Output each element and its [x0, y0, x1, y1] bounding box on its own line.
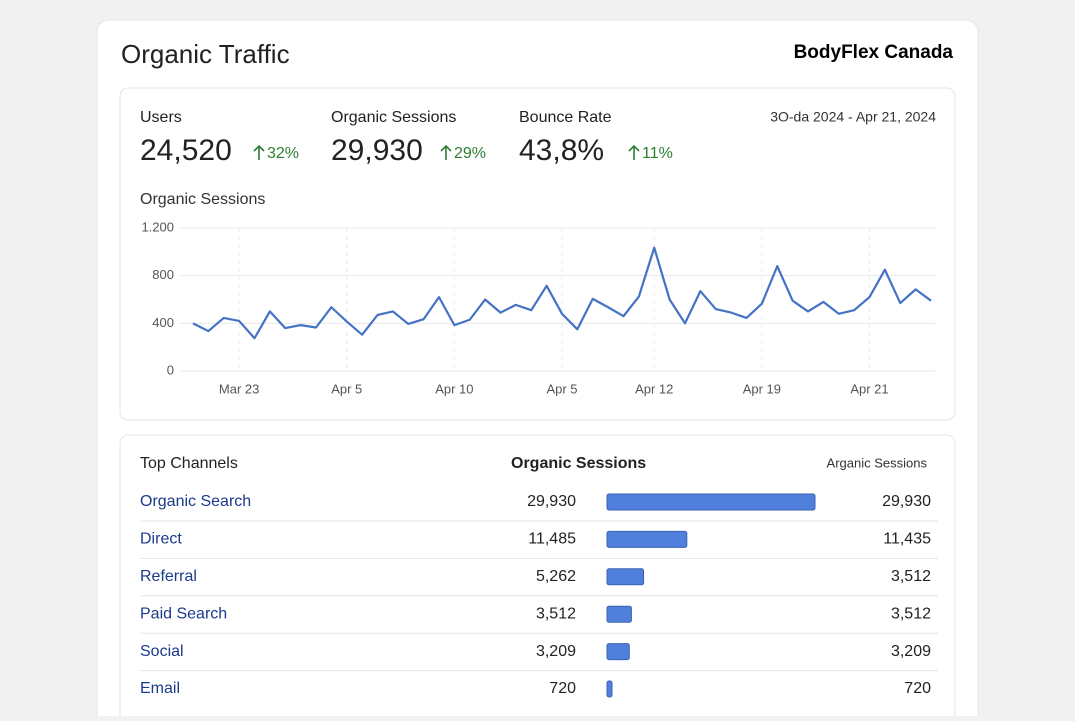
y-tick-label: 400	[152, 315, 174, 330]
y-tick-label: 1.200	[141, 219, 174, 234]
x-tick-label: Apr 19	[743, 381, 781, 396]
channel-name[interactable]: Paid Search	[140, 605, 227, 622]
kpi-label: Organic Sessions	[331, 109, 456, 126]
x-tick-label: Apr 5	[331, 381, 362, 396]
metrics-card	[119, 87, 956, 421]
kpi-value: 24,520	[140, 134, 232, 167]
sessions-bar	[606, 493, 816, 511]
channel-name[interactable]: Direct	[140, 531, 182, 548]
channel-name[interactable]: Referral	[140, 568, 197, 585]
x-tick-label: Apr 5	[546, 381, 577, 396]
table-header: Top Channels	[140, 455, 238, 472]
sessions-bar	[606, 680, 613, 698]
page-title: Organic Traffic	[121, 39, 290, 69]
sessions-alt: 720	[904, 680, 931, 697]
sessions-bar	[606, 643, 630, 661]
kpi-value: 29,930	[331, 134, 423, 167]
sessions-value: 720	[549, 680, 576, 697]
kpi-change: 29%	[454, 145, 486, 162]
up-arrow	[440, 144, 452, 160]
sessions-alt: 29,930	[882, 493, 931, 510]
sessions-value: 5,262	[536, 568, 576, 585]
sessions-alt: 3,209	[891, 643, 931, 660]
kpi-label: Users	[140, 109, 182, 126]
channel-name[interactable]: Email	[140, 680, 180, 697]
x-tick-label: Apr 12	[635, 381, 673, 396]
y-tick-label: 800	[152, 267, 174, 282]
table-header: Arganic Sessions	[827, 455, 928, 470]
table-header: Organic Sessions	[511, 455, 646, 472]
sessions-value: 3,209	[536, 643, 576, 660]
brand: BodyFlex Canada	[794, 42, 954, 63]
sessions-alt: 3,512	[891, 605, 931, 622]
sessions-alt: 11,435	[883, 531, 931, 548]
x-tick-label: Apr 10	[435, 381, 473, 396]
y-tick-label: 0	[167, 362, 174, 377]
up-arrow	[628, 144, 640, 160]
sessions-value: 3,512	[536, 605, 576, 622]
kpi-value: 43,8%	[519, 134, 604, 167]
sessions-line	[192, 246, 932, 340]
sessions-alt: 3,512	[891, 568, 931, 585]
date-range: 3O-da 2024 - Apr 21, 2024	[770, 109, 936, 125]
kpi-label: Bounce Rate	[519, 109, 612, 126]
kpi-change: 32%	[267, 145, 299, 162]
chart-title: Organic Sessions	[140, 191, 265, 208]
sessions-bar	[606, 605, 632, 623]
x-tick-label: Apr 21	[850, 381, 888, 396]
sessions-bar	[606, 530, 688, 548]
kpi-change: 11%	[642, 145, 673, 162]
channel-name[interactable]: Social	[140, 643, 184, 660]
sessions-value: 11,485	[528, 531, 576, 548]
x-tick-label: Mar 23	[219, 381, 259, 396]
sessions-value: 29,930	[527, 493, 576, 510]
up-arrow	[253, 144, 265, 160]
sessions-bar	[606, 568, 645, 586]
channel-name[interactable]: Organic Search	[140, 493, 251, 510]
